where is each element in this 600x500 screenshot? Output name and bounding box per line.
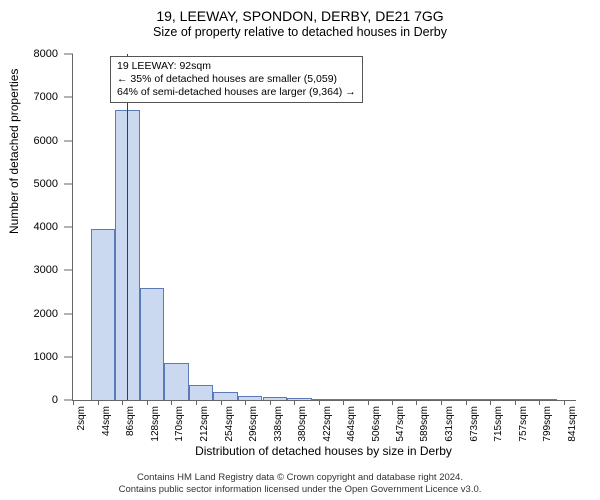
x-tick-mark	[147, 400, 148, 405]
x-tick-label: 86sqm	[125, 406, 136, 436]
page-subtitle: Size of property relative to detached ho…	[0, 25, 600, 39]
x-tick-label: 380sqm	[297, 406, 308, 442]
x-tick-mark	[441, 400, 442, 405]
y-tick-label: 5000	[34, 178, 62, 190]
x-tick-label: 589sqm	[419, 406, 430, 442]
x-tick-label: 506sqm	[371, 406, 382, 442]
property-marker-line	[127, 54, 128, 400]
page-title: 19, LEEWAY, SPONDON, DERBY, DE21 7GG	[0, 8, 600, 24]
x-tick-label: 799sqm	[542, 406, 553, 442]
annotation-line1: 19 LEEWAY: 92sqm	[117, 60, 356, 73]
y-tick-label: 0	[52, 394, 62, 406]
x-tick-label: 212sqm	[199, 406, 210, 442]
x-tick-mark	[98, 400, 99, 405]
x-tick-label: 422sqm	[322, 406, 333, 442]
footer-line1: Contains HM Land Registry data © Crown c…	[0, 472, 600, 484]
footer: Contains HM Land Registry data © Crown c…	[0, 472, 600, 496]
y-tick-label: 2000	[34, 308, 62, 320]
annotation-box: 19 LEEWAY: 92sqm ← 35% of detached house…	[110, 56, 363, 103]
x-tick-mark	[392, 400, 393, 405]
x-tick-mark	[539, 400, 540, 405]
histogram-bar	[164, 363, 189, 400]
x-tick-label: 841sqm	[567, 406, 578, 442]
y-tick-label: 7000	[34, 91, 62, 103]
histogram-bar	[140, 288, 165, 400]
y-tick-label: 3000	[34, 264, 62, 276]
x-tick-mark	[319, 400, 320, 405]
histogram-plot	[72, 54, 576, 401]
x-tick-label: 547sqm	[395, 406, 406, 442]
annotation-line2: ← 35% of detached houses are smaller (5,…	[117, 73, 356, 86]
x-tick-mark	[466, 400, 467, 405]
y-axis-ticks: 010002000300040005000600070008000	[0, 54, 68, 400]
y-tick-label: 8000	[34, 48, 62, 60]
x-axis-label: Distribution of detached houses by size …	[72, 444, 575, 458]
histogram-bar	[213, 392, 238, 400]
x-tick-label: 170sqm	[174, 406, 185, 442]
annotation-line3: 64% of semi-detached houses are larger (…	[117, 86, 356, 99]
x-tick-mark	[515, 400, 516, 405]
x-tick-mark	[490, 400, 491, 405]
x-tick-mark	[73, 400, 74, 405]
x-tick-mark	[416, 400, 417, 405]
x-tick-label: 631sqm	[444, 406, 455, 442]
x-tick-label: 338sqm	[273, 406, 284, 442]
x-tick-label: 673sqm	[469, 406, 480, 442]
x-tick-mark	[171, 400, 172, 405]
x-tick-mark	[196, 400, 197, 405]
x-tick-label: 757sqm	[518, 406, 529, 442]
x-tick-mark	[564, 400, 565, 405]
histogram-bar	[91, 229, 116, 400]
x-tick-label: 2sqm	[76, 406, 87, 430]
y-tick-label: 4000	[34, 221, 62, 233]
x-tick-label: 296sqm	[248, 406, 259, 442]
x-tick-mark	[122, 400, 123, 405]
x-tick-label: 254sqm	[224, 406, 235, 442]
histogram-bar	[189, 385, 214, 400]
x-tick-label: 128sqm	[150, 406, 161, 442]
x-tick-label: 464sqm	[346, 406, 357, 442]
footer-line2: Contains public sector information licen…	[0, 484, 600, 496]
x-tick-mark	[294, 400, 295, 405]
x-tick-mark	[343, 400, 344, 405]
y-tick-label: 1000	[34, 351, 62, 363]
x-tick-label: 44sqm	[101, 406, 112, 436]
x-tick-label: 715sqm	[493, 406, 504, 442]
x-tick-mark	[221, 400, 222, 405]
x-tick-mark	[245, 400, 246, 405]
x-tick-mark	[270, 400, 271, 405]
x-tick-mark	[368, 400, 369, 405]
y-tick-label: 6000	[34, 135, 62, 147]
